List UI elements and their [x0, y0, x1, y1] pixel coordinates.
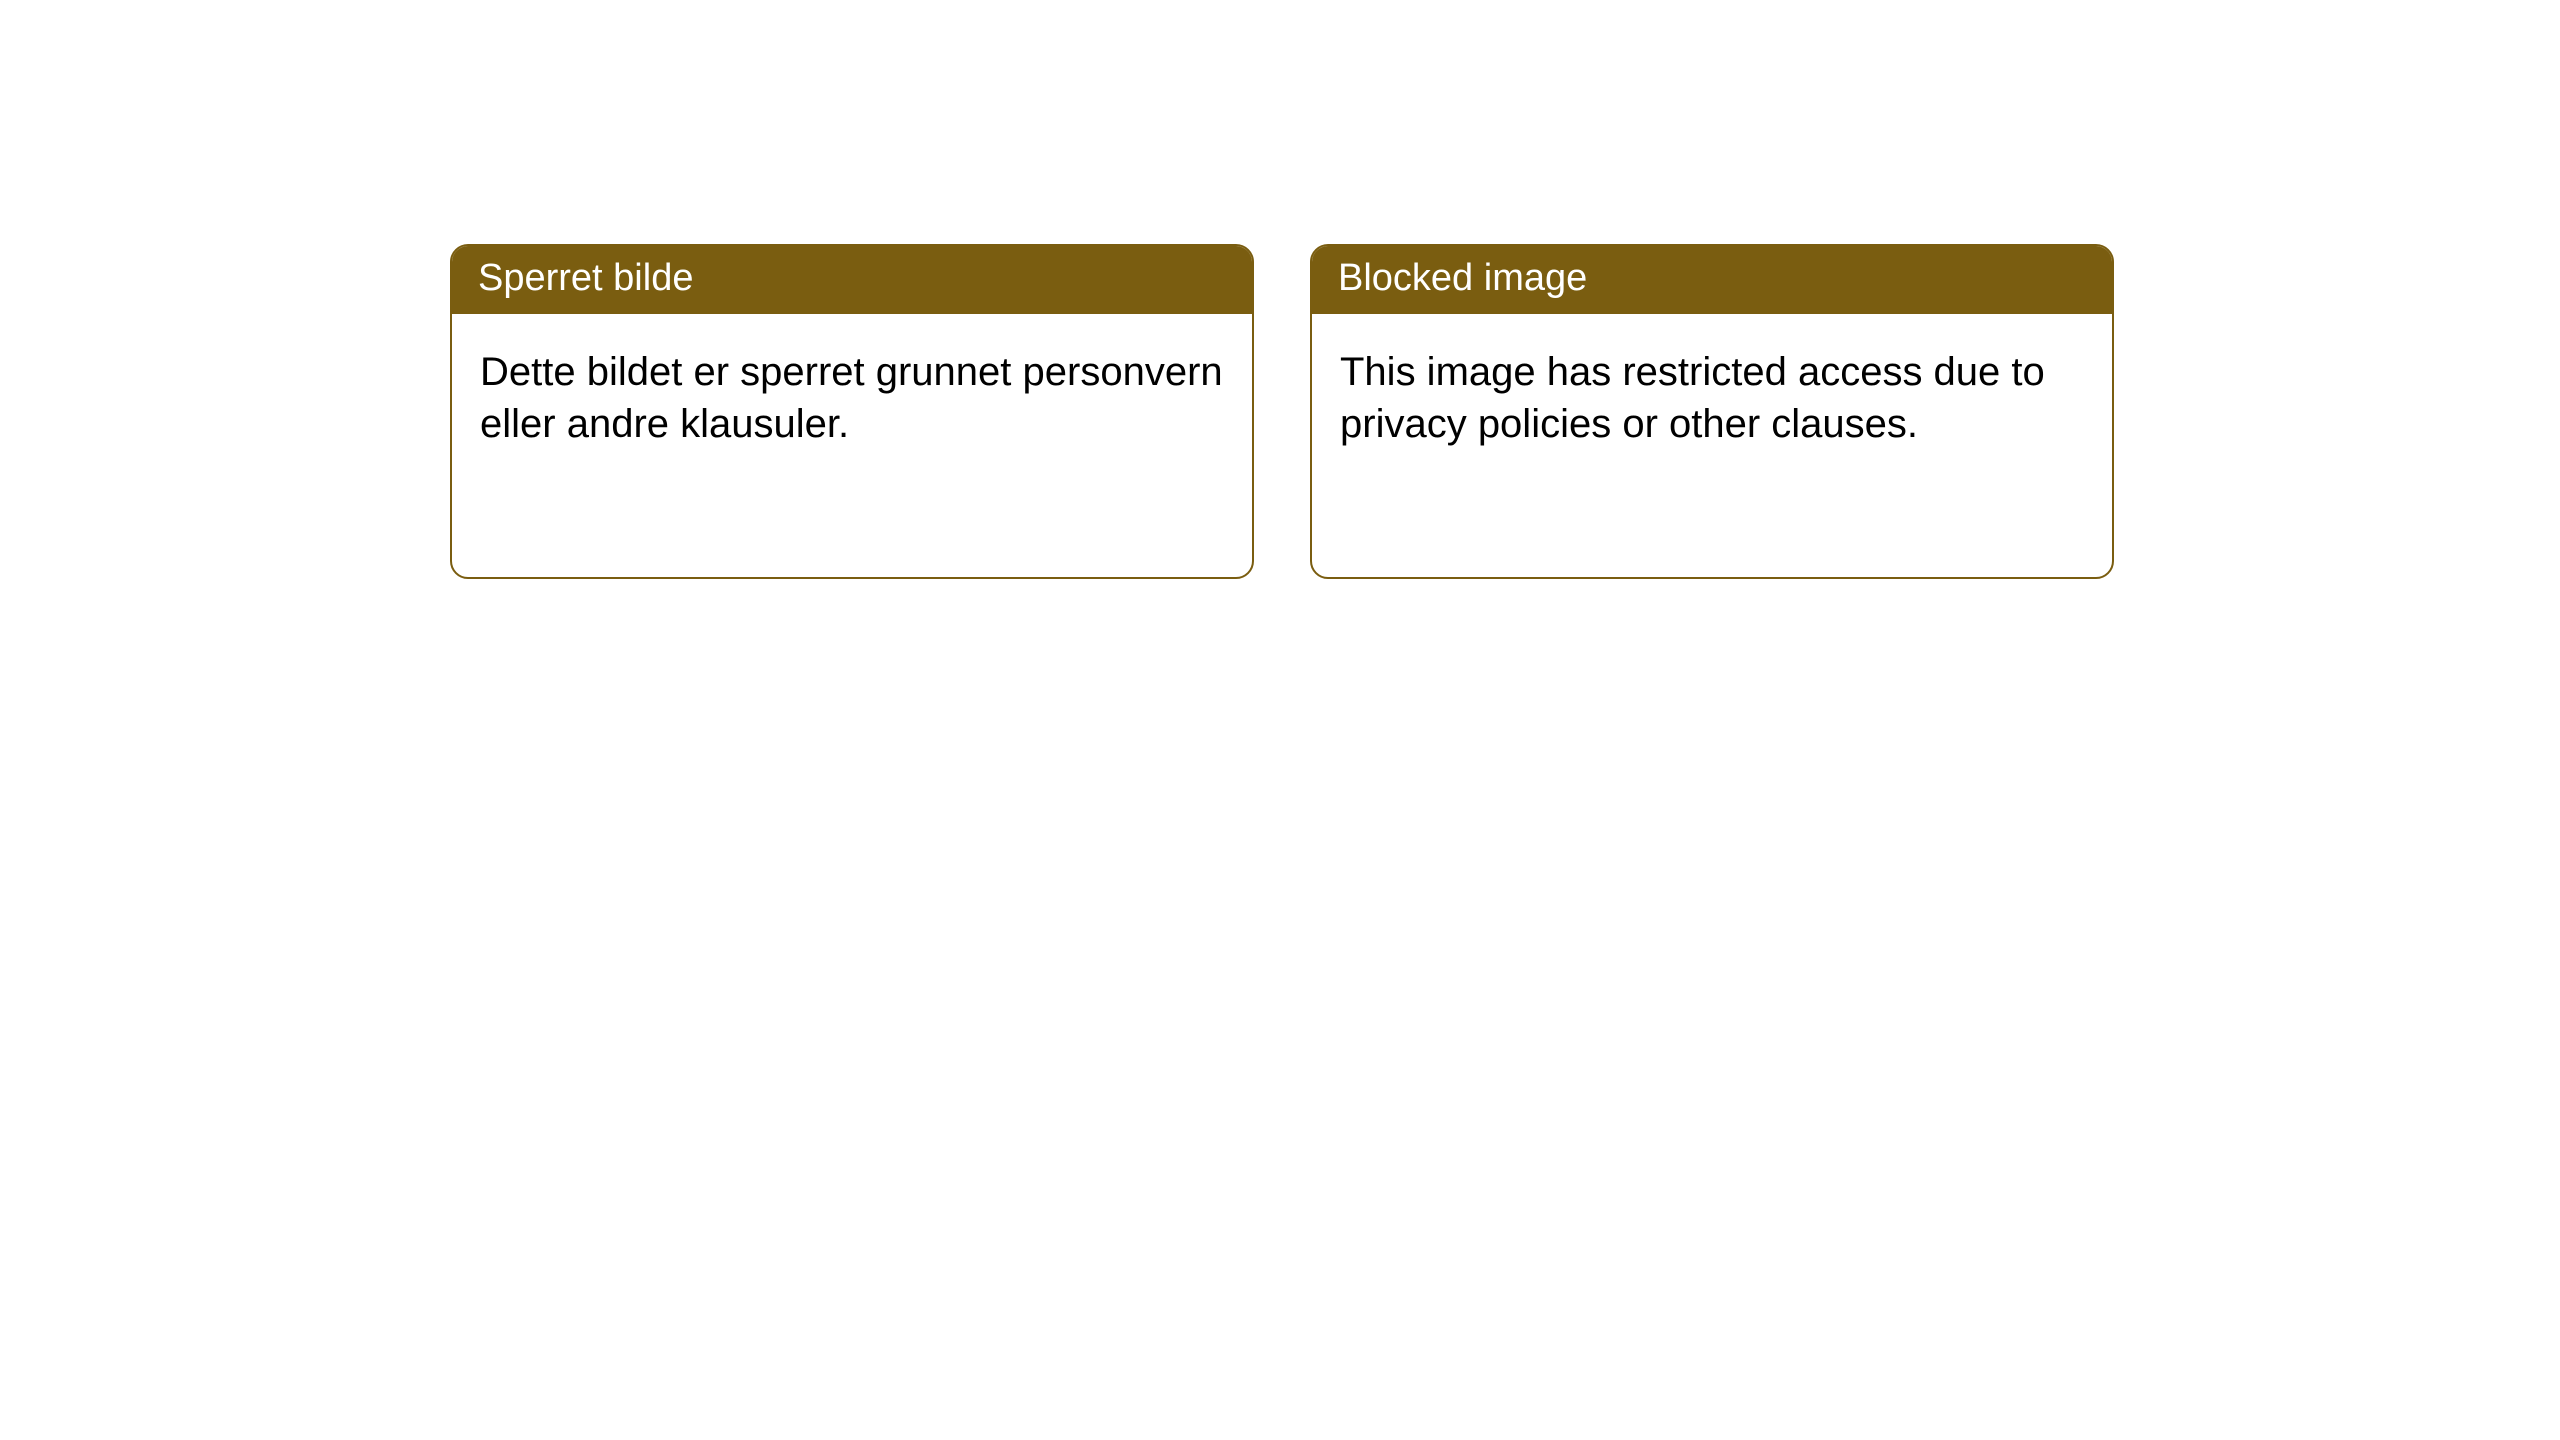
blocked-image-card-no: Sperret bilde Dette bildet er sperret gr…: [450, 244, 1254, 579]
card-title: Blocked image: [1312, 246, 2112, 314]
card-title: Sperret bilde: [452, 246, 1252, 314]
card-container: Sperret bilde Dette bildet er sperret gr…: [0, 0, 2560, 579]
card-body: This image has restricted access due to …: [1312, 314, 2112, 482]
card-body: Dette bildet er sperret grunnet personve…: [452, 314, 1252, 482]
blocked-image-card-en: Blocked image This image has restricted …: [1310, 244, 2114, 579]
